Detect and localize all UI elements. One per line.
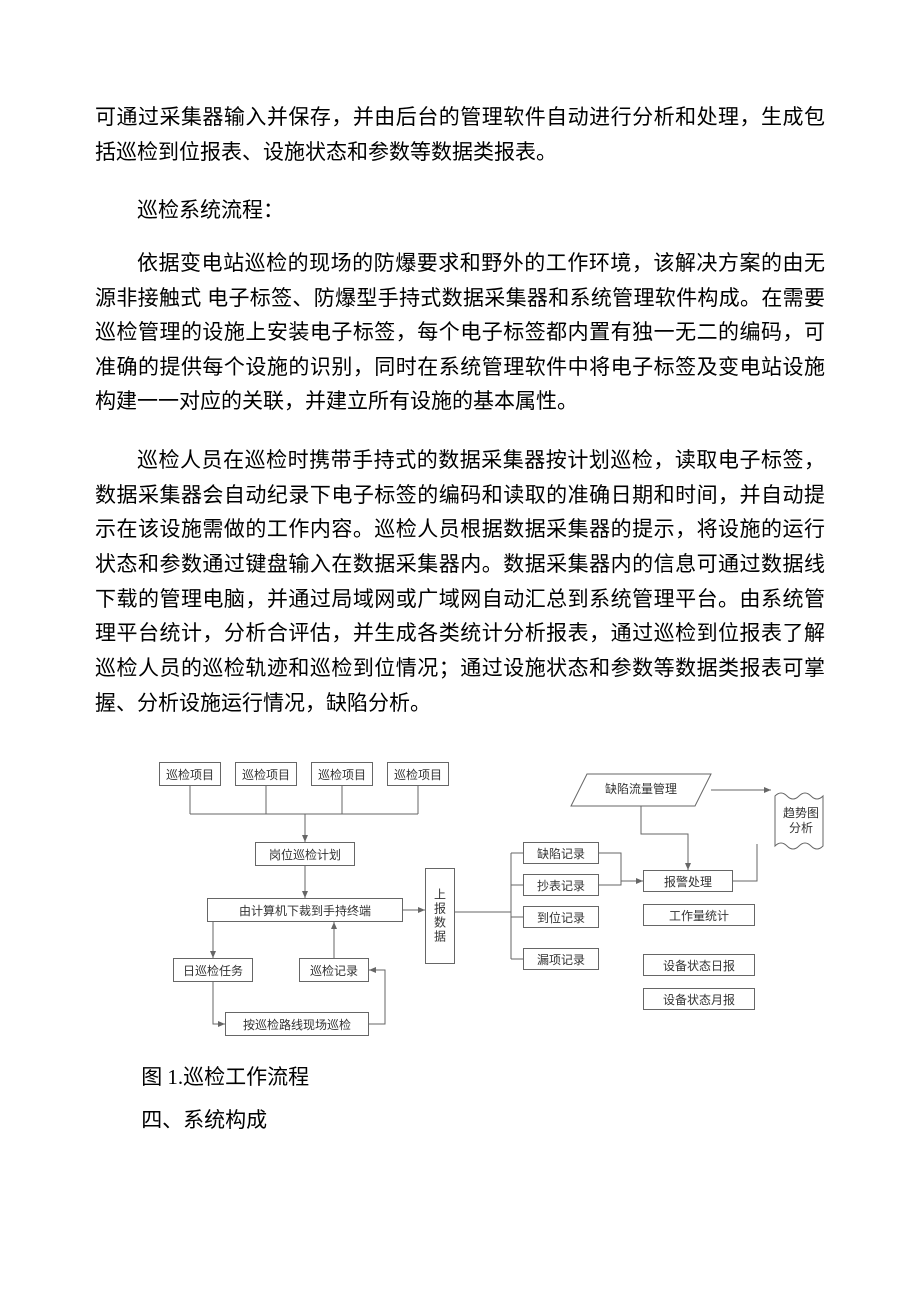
node-download: 由计算机下裁到手持终端 (207, 898, 403, 922)
flowchart-diagram: 巡检项目 巡检项目 巡检项目 巡检项目 岗位巡检计划 由计算机下裁到手持终端 日… (95, 762, 825, 1052)
node-upload: 上报数据 (425, 868, 455, 964)
paragraph-1: 可通过采集器输入并保存，并由后台的管理软件自动进行分析和处理，生成包括巡检到位报… (95, 100, 825, 169)
node-item4: 巡检项目 (387, 762, 449, 786)
node-miss: 漏项记录 (523, 948, 599, 970)
node-plan: 岗位巡检计划 (255, 842, 355, 866)
paragraph-3: 巡检人员在巡检时携带手持式的数据采集器按计划巡检，读取电子标签，数据采集器会自动… (95, 443, 825, 720)
paragraph-2: 依据变电站巡检的现场的防爆要求和野外的工作环境，该解决方案的由无源非接触式 电子… (95, 246, 825, 419)
node-item3: 巡检项目 (311, 762, 373, 786)
node-daily-rpt: 设备状态日报 (643, 954, 755, 976)
node-daily: 日巡检任务 (173, 958, 253, 982)
node-upload-label: 上报数据 (432, 888, 449, 944)
node-arrive: 到位记录 (523, 906, 599, 928)
node-item2: 巡检项目 (235, 762, 297, 786)
node-defect: 缺陷记录 (523, 842, 599, 864)
node-route: 按巡检路线现场巡检 (225, 1012, 369, 1036)
node-record: 巡检记录 (299, 958, 369, 982)
figure-caption: 图 1.巡检工作流程 (95, 1060, 825, 1095)
node-alarm: 报警处理 (643, 870, 733, 892)
node-month-rpt: 设备状态月报 (643, 988, 755, 1010)
node-flowmgmt-label: 缺陷流量管理 (593, 782, 689, 797)
node-item1: 巡检项目 (159, 762, 221, 786)
node-work: 工作量统计 (643, 904, 755, 926)
node-trend-label: 趋势图分析 (781, 806, 821, 836)
node-meter: 抄表记录 (523, 874, 599, 896)
section-title-flow: 巡检系统流程： (95, 193, 825, 228)
section-4-title: 四、系统构成 (95, 1103, 825, 1138)
